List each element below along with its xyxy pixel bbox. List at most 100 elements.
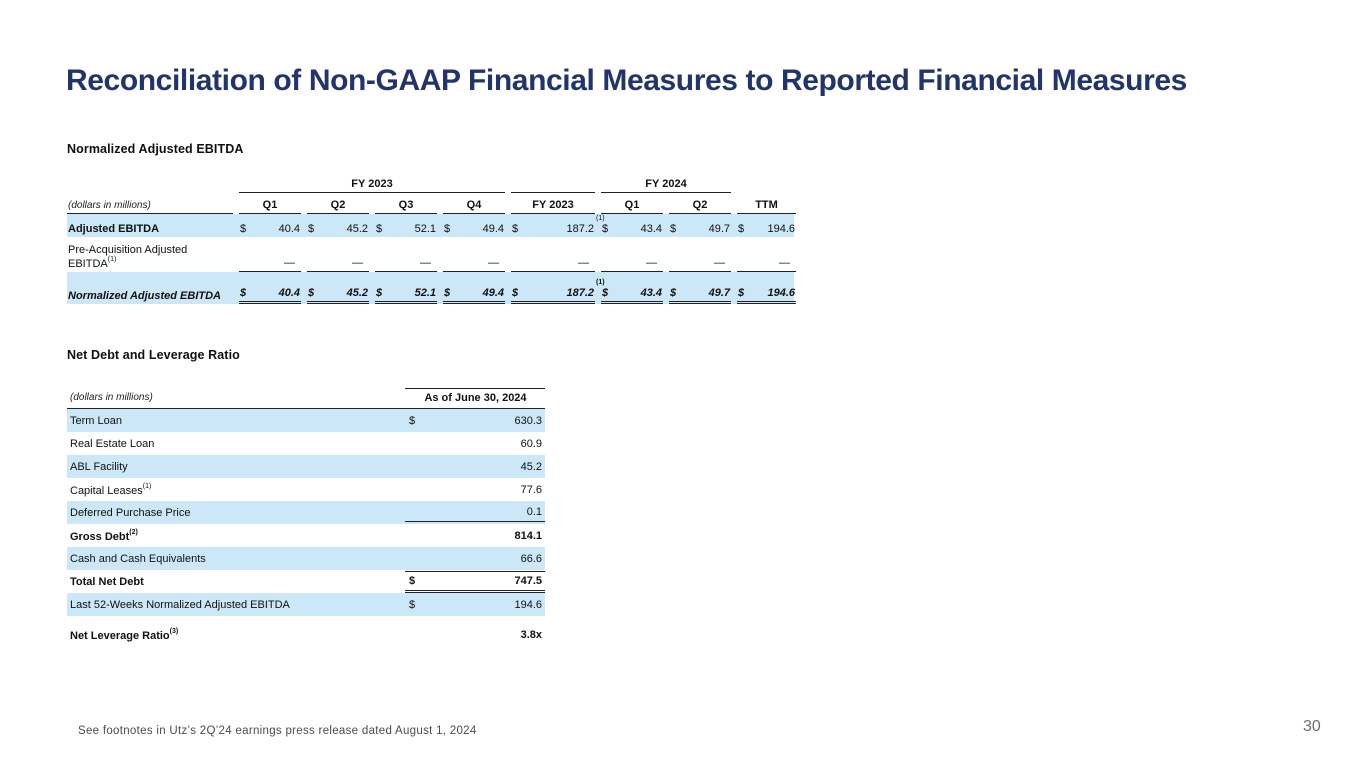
- net-debt-header-row: (dollars in millions) As of June 30, 202…: [67, 386, 545, 409]
- col-header-q4-fy23: Q4: [443, 199, 505, 214]
- cell-value: 60.9: [520, 437, 542, 450]
- cell: $40.4: [239, 287, 301, 304]
- row-label: Capital Leases(1): [70, 482, 152, 497]
- footnote-marker: (1): [596, 215, 605, 222]
- row-label: Cash and Cash Equivalents: [70, 552, 206, 565]
- dollar-sign: $: [512, 223, 519, 235]
- dollar-sign: $: [308, 287, 315, 299]
- cell-value: 45.2: [346, 287, 368, 299]
- cell: $194.6: [737, 287, 796, 304]
- col-header-q1-fy23: Q1: [239, 199, 301, 214]
- cell-value: —: [488, 257, 499, 269]
- dollar-sign: $: [444, 223, 451, 235]
- cell: —: [601, 257, 663, 272]
- table-row-deferred-purchase-price: Deferred Purchase Price 0.1: [67, 501, 545, 524]
- cell: 814.1: [405, 527, 545, 545]
- cell: —: [375, 257, 437, 272]
- ebitda-section: Normalized Adjusted EBITDA FY 2023 FY 20…: [67, 142, 796, 304]
- cell-value: 66.6: [520, 552, 542, 565]
- table-row-adjusted-ebitda: Adjusted EBITDA $40.4 $45.2 $52.1 $49.4 …: [67, 214, 795, 237]
- footnote-marker: (2): [129, 528, 138, 536]
- cell: —: [737, 257, 796, 272]
- row-label: Term Loan: [70, 414, 122, 427]
- row-label: Last 52-Weeks Normalized Adjusted EBITDA: [70, 598, 290, 611]
- dollar-sign: $: [240, 223, 247, 235]
- dollar-sign: $: [240, 287, 247, 299]
- footnote-marker: (3): [169, 627, 179, 635]
- cell: $187.2 (1): [511, 215, 605, 237]
- cell: $630.3: [405, 412, 545, 430]
- cell-value: —: [284, 257, 295, 269]
- dollar-sign: $: [308, 223, 315, 235]
- cell-value: 52.1: [414, 223, 436, 235]
- cell: $45.2: [307, 287, 369, 304]
- spacer-cell: [67, 189, 233, 193]
- row-label: Adjusted EBITDA: [68, 223, 160, 235]
- ebitda-group-header-row: FY 2023 FY 2024: [67, 173, 794, 193]
- dollar-sign: $: [376, 223, 383, 235]
- net-debt-table-title: Net Debt and Leverage Ratio: [67, 348, 240, 362]
- col-header-q1-fy24: Q1: [601, 199, 663, 214]
- dollar-sign: $: [376, 287, 383, 299]
- table-row-term-loan: Term Loan $630.3: [67, 409, 545, 432]
- group-header-ttm-spacer: [737, 191, 796, 193]
- col-header-q2-fy23: Q2: [307, 199, 369, 214]
- cell: $194.6: [405, 596, 545, 614]
- col-header-ttm: TTM: [737, 199, 796, 214]
- cell-value: 194.6: [767, 223, 795, 235]
- ebitda-table-title: Normalized Adjusted EBITDA: [67, 142, 244, 156]
- cell-value: —: [714, 257, 725, 269]
- cell: —: [669, 257, 731, 272]
- dollar-sign: $: [602, 287, 609, 299]
- cell-value: 194.6: [514, 598, 542, 611]
- group-header-fy2023: FY 2023: [239, 178, 505, 193]
- footnote-marker: (1): [142, 482, 152, 490]
- cell: $40.4: [239, 223, 301, 237]
- net-debt-section: Net Debt and Leverage Ratio (dollars in …: [67, 348, 545, 646]
- table-row-real-estate-loan: Real Estate Loan 60.9: [67, 432, 545, 455]
- table-row-total-net-debt: Total Net Debt $747.5: [67, 570, 545, 593]
- cell-value: 747.5: [514, 574, 542, 587]
- dollar-sign: $: [512, 287, 519, 299]
- dollar-sign: $: [409, 574, 416, 587]
- cell: 0.1: [405, 503, 545, 522]
- dollar-sign: $: [409, 414, 416, 427]
- row-label: Gross Debt(2): [70, 528, 138, 543]
- cell-value: —: [779, 257, 790, 269]
- units-label: (dollars in millions): [70, 391, 153, 403]
- cell: $43.4: [601, 287, 663, 304]
- cell: 66.6: [405, 550, 545, 568]
- row-label: Total Net Debt: [70, 575, 144, 588]
- cell-value: 49.7: [708, 223, 730, 235]
- row-label: ABL Facility: [70, 460, 128, 473]
- col-header-q3-fy23: Q3: [375, 199, 437, 214]
- cell-value: 77.6: [520, 483, 542, 496]
- cell-value: 187.2 (1): [566, 215, 605, 235]
- cell: $747.5: [405, 570, 545, 593]
- cell-value: —: [420, 257, 431, 269]
- table-row-abl-facility: ABL Facility 45.2: [67, 455, 545, 478]
- footnote-marker: (1): [107, 256, 117, 263]
- dollar-sign: $: [444, 287, 451, 299]
- cell-value: —: [578, 257, 589, 269]
- page-number: 30: [1303, 718, 1321, 735]
- cell: 3.8x: [405, 626, 545, 644]
- col-header-q2-fy24: Q2: [669, 199, 731, 214]
- dollar-sign: $: [738, 287, 745, 299]
- cell-value: 49.4: [482, 287, 504, 299]
- dollar-sign: $: [738, 223, 745, 235]
- cell-value: 49.7: [708, 287, 730, 299]
- page-title: Reconciliation of Non-GAAP Financial Mea…: [66, 64, 1187, 97]
- cell-value: 814.1: [514, 529, 542, 542]
- dollar-sign: $: [670, 223, 677, 235]
- col-header-fy2023: FY 2023: [511, 199, 595, 214]
- cell: 60.9: [405, 435, 545, 453]
- cell: —: [239, 257, 301, 272]
- cell-value: 43.4: [640, 287, 662, 299]
- row-label: Pre-Acquisition Adjusted EBITDA(1): [68, 244, 188, 270]
- cell-value: 40.4: [278, 287, 300, 299]
- row-label: Normalized Adjusted EBITDA: [68, 290, 221, 302]
- table-row-gross-debt: Gross Debt(2) 814.1: [67, 524, 545, 547]
- cell: —: [511, 257, 595, 272]
- net-debt-table: (dollars in millions) As of June 30, 202…: [67, 386, 545, 646]
